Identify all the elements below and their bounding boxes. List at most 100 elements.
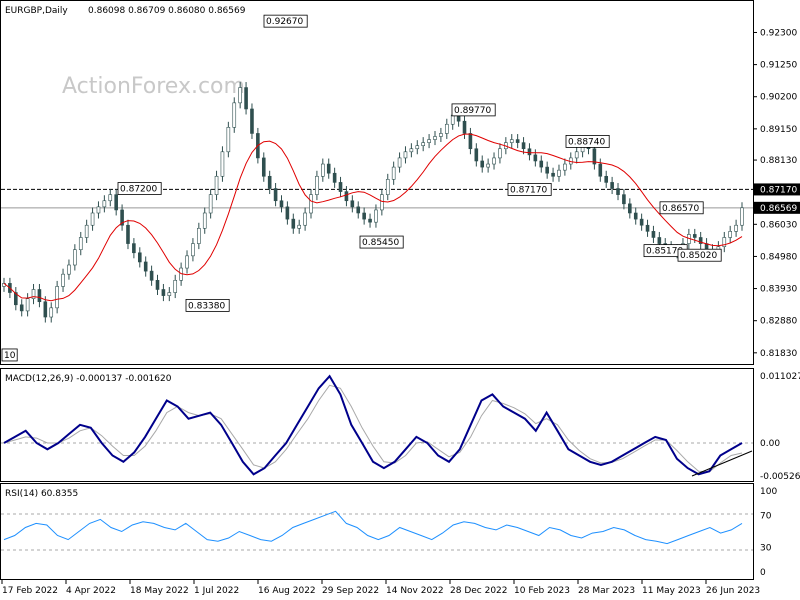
candle-body [509,139,514,143]
macd-panel [0,368,754,482]
candle-body [433,136,437,140]
date-axis-label: 29 Sep 2022 [322,586,379,596]
macd-axis-label: 0.011027 [760,372,800,382]
price-panel [0,0,754,365]
price-axis-label: 0.89150 [760,125,797,135]
candle-body [55,286,59,309]
candle-body [202,212,207,229]
candle-body [143,261,148,272]
candle-body [610,182,614,189]
price-annotation-box [359,235,404,249]
price-annotation: 0.88740 [568,137,605,147]
candle-body [220,151,225,177]
price-annotation: 10 [4,351,16,361]
candle-body [521,142,526,150]
date-axis-label: 28 Mar 2023 [578,586,635,596]
candle-body [90,212,95,226]
candle-body [385,179,390,195]
date-axis-label: 26 Jun 2023 [706,586,760,596]
candle-body [250,108,254,134]
rsi-line [3,510,743,545]
price-annotation: 0.87170 [510,185,547,195]
candle-body [515,139,520,143]
price-annotation: 0.89770 [454,106,491,116]
candle-body [604,175,609,183]
rsi-axis: 100 70 30 0 [760,487,777,578]
candle-body [244,87,248,110]
candle-body [498,148,502,159]
candle-body [368,218,372,223]
candle-body [728,231,732,238]
candle-body [380,194,384,211]
price-annotation: 0.86570 [662,204,699,214]
date-axis-label: 16 Aug 2022 [258,586,316,596]
price-annotation: 0.83380 [188,301,225,311]
macd-axis-label: -0.005267 [760,472,800,482]
price-annotations: 10 0.87200 0.83380 0.92670 0.85450 0.89770 0.8… [1,14,722,362]
price-axis-label: 0.81830 [760,349,797,359]
candle-body [474,148,479,162]
candle-body [126,224,130,244]
watermark: ActionForex.com [62,74,245,99]
candle-body [374,209,378,223]
candle-body [67,264,71,275]
candle-body [486,163,490,168]
macd-axis-label: 0.00 [760,439,780,449]
candle-body [628,203,632,214]
candle-body [362,212,366,220]
candle-body [527,148,532,156]
macd-axis: 0.011027 0.00 -0.005267 [760,372,800,482]
candle-body [651,231,656,238]
candle-body [279,200,284,208]
price-axis-label: 0.91250 [760,61,797,71]
price-annotation-box [677,248,722,262]
price-annotation-box [451,103,496,117]
candle-body [84,224,89,238]
candle-body [226,127,231,153]
candle-body [197,227,201,244]
candle-body [480,160,485,168]
price-axis-label: 0.83930 [760,285,797,295]
candle-body [332,172,337,183]
candle-body [96,206,101,214]
candle-body [698,237,703,244]
candle-body [468,133,473,150]
candle-body [444,123,449,134]
candle-body [415,145,420,150]
candle-body [19,304,24,312]
candle-body [267,175,272,189]
date-axis: 17 Feb 2022 4 Apr 2022 18 May 2022 1 Jul 20… [1,580,760,596]
candle-body [492,157,496,165]
candlesticks [2,82,744,323]
candle-body [592,148,597,165]
candle-body [291,218,296,229]
price-annotation: 0.85170 [646,247,683,257]
candle-body [273,188,278,202]
price-annotation: 0.92670 [266,17,303,27]
candle-body [439,133,443,137]
price-annotation: 0.85450 [362,238,399,248]
candle-body [427,139,431,143]
price-annotation-box [185,298,230,312]
date-axis-label: 17 Feb 2022 [2,586,58,596]
price-annotation-box [507,183,552,196]
candle-body [563,163,567,171]
macd-header: MACD(12,26,9) -0.000137 -0.001620 [5,374,172,384]
price-axis-label: 0.82880 [760,317,797,327]
current-price-badge [754,201,800,214]
ohlc-readout: 0.86098 0.86709 0.86080 0.86569 [88,6,246,16]
candle-body [740,207,744,226]
candle-body [303,212,307,226]
price-annotation: 0.85020 [680,251,717,261]
price-annotation-box [1,348,18,362]
candle-body [598,163,603,177]
candle-body [132,243,136,254]
rsi-axis-label: 30 [760,544,772,554]
candle-body [149,270,154,281]
price-annotation-box [659,201,704,215]
candle-body [616,188,620,195]
candle-body [545,166,549,174]
candle-body [633,212,638,220]
rsi-axis-label: 100 [760,487,777,497]
